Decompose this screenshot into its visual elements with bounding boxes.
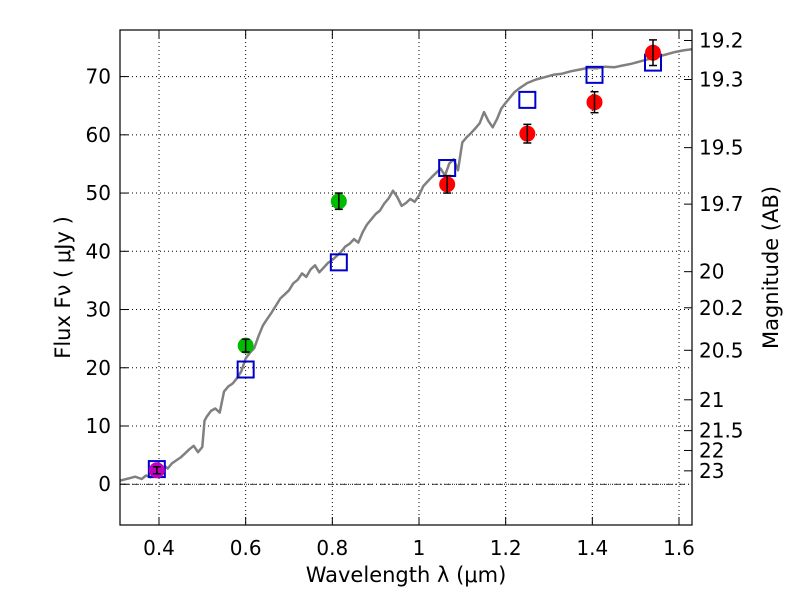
model-square-point	[236, 360, 255, 379]
y-tick-label: 20	[86, 356, 111, 380]
plot-frame	[119, 29, 693, 526]
magnitude-tick-label: 23	[699, 459, 724, 483]
tick-layer: 0.4 0.6 0.8 1 1.2 1.4 1.6 0 10 20 30 40 50 60 70 19.2 19…	[86, 28, 744, 560]
x-tick-label: 0.8	[316, 536, 348, 560]
magnitude-tick-label: 19.2	[699, 28, 744, 52]
y-tick-label: 30	[86, 298, 111, 322]
model-square-point	[518, 90, 537, 109]
grid-layer	[120, 30, 692, 525]
magnitude-tick-label: 22	[699, 438, 724, 462]
magnitude-tick-label: 20	[699, 260, 724, 284]
marker-layer	[147, 39, 662, 479]
x-tick-label: 1.2	[490, 536, 522, 560]
magnitude-tick-label: 20.5	[699, 338, 744, 362]
magnitude-tick-label: 21.5	[699, 419, 744, 443]
magnitude-tick-label: 19.5	[699, 136, 744, 160]
magnitude-tick-label: 20.2	[699, 296, 744, 320]
magnitude-tick-label: 21	[699, 388, 724, 412]
x-tick-label: 1.4	[576, 536, 608, 560]
x-tick-label: 0.4	[143, 536, 175, 560]
x-tick-label: 1	[413, 536, 426, 560]
x-tick-label: 0.6	[230, 536, 262, 560]
model-square-point	[585, 65, 604, 84]
y-tick-label: 40	[86, 239, 111, 263]
model-square-point	[329, 253, 348, 272]
spectrum-line	[120, 47, 692, 482]
magnitude-axis-label: Magnitude (AB)	[759, 186, 783, 349]
y-tick-label: 50	[86, 181, 111, 205]
plot-layer	[120, 47, 692, 482]
y-tick-label: 10	[86, 414, 111, 438]
y-tick-label: 0	[98, 472, 111, 496]
y-tick-label: 60	[86, 123, 111, 147]
x-axis-label: Wavelength λ (μm)	[306, 563, 507, 587]
y-tick-label: 70	[86, 65, 111, 89]
magnitude-tick-label: 19.3	[699, 68, 744, 92]
y-axis-label: Flux Fν ( μJy )	[51, 216, 75, 359]
magnitude-tick-label: 19.7	[699, 192, 744, 216]
x-tick-label: 1.6	[663, 536, 695, 560]
